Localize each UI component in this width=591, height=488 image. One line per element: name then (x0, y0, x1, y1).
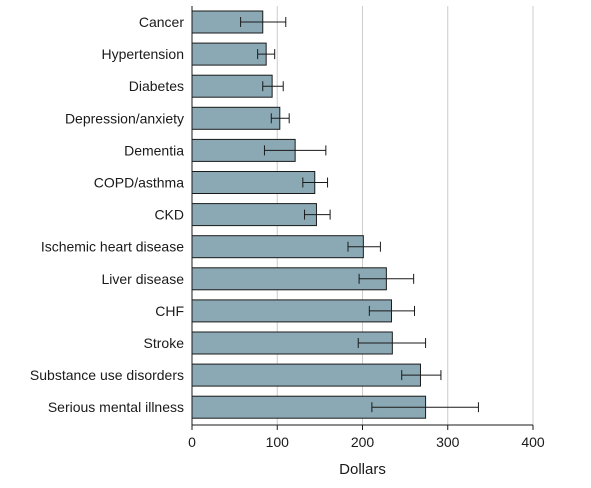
error-bar (263, 145, 327, 156)
error-bar (270, 113, 290, 124)
error-bar (358, 273, 415, 284)
x-tick-label: 0 (188, 434, 196, 450)
bar (191, 171, 316, 194)
error-bar (347, 241, 381, 252)
error-bars (240, 17, 479, 413)
category-label: Substance use disorders (30, 367, 184, 383)
category-label: Serious mental illness (48, 399, 184, 415)
bars (191, 10, 427, 419)
category-label: Diabetes (129, 78, 184, 94)
x-tick-labels: 0 100 200 300 400 (188, 425, 545, 450)
category-label: Ischemic heart disease (41, 239, 184, 255)
bar (191, 74, 273, 98)
category-label: Hypertension (102, 46, 185, 62)
category-label: Cancer (139, 14, 184, 30)
bar (191, 299, 392, 323)
error-bar (257, 49, 276, 60)
category-label: CHF (155, 303, 184, 319)
error-bar (262, 81, 284, 92)
category-label: Depression/anxiety (65, 110, 184, 126)
x-tick-label: 400 (521, 434, 545, 450)
error-bar (357, 338, 427, 348)
error-bar (302, 177, 329, 188)
category-label: COPD/asthma (94, 175, 184, 191)
category-label: Liver disease (102, 271, 185, 287)
category-label: Dementia (124, 142, 184, 158)
bar (191, 363, 421, 387)
error-bar (368, 305, 416, 316)
bar (191, 42, 267, 66)
category-label: Stroke (144, 335, 185, 351)
error-bar (240, 17, 287, 27)
error-bar (401, 370, 442, 381)
bar (191, 235, 364, 259)
error-bar (371, 402, 479, 413)
x-axis-title: Dollars (339, 461, 386, 478)
x-tick-label: 100 (266, 434, 290, 450)
category-labels: Cancer Hypertension Diabetes Depression/anx… (30, 14, 184, 415)
bar (191, 203, 317, 227)
bar (191, 106, 281, 130)
category-label: CKD (154, 207, 184, 223)
x-tick-label: 200 (351, 434, 375, 450)
x-tick-label: 300 (436, 434, 460, 450)
error-bar (304, 209, 331, 220)
bar (191, 267, 387, 291)
